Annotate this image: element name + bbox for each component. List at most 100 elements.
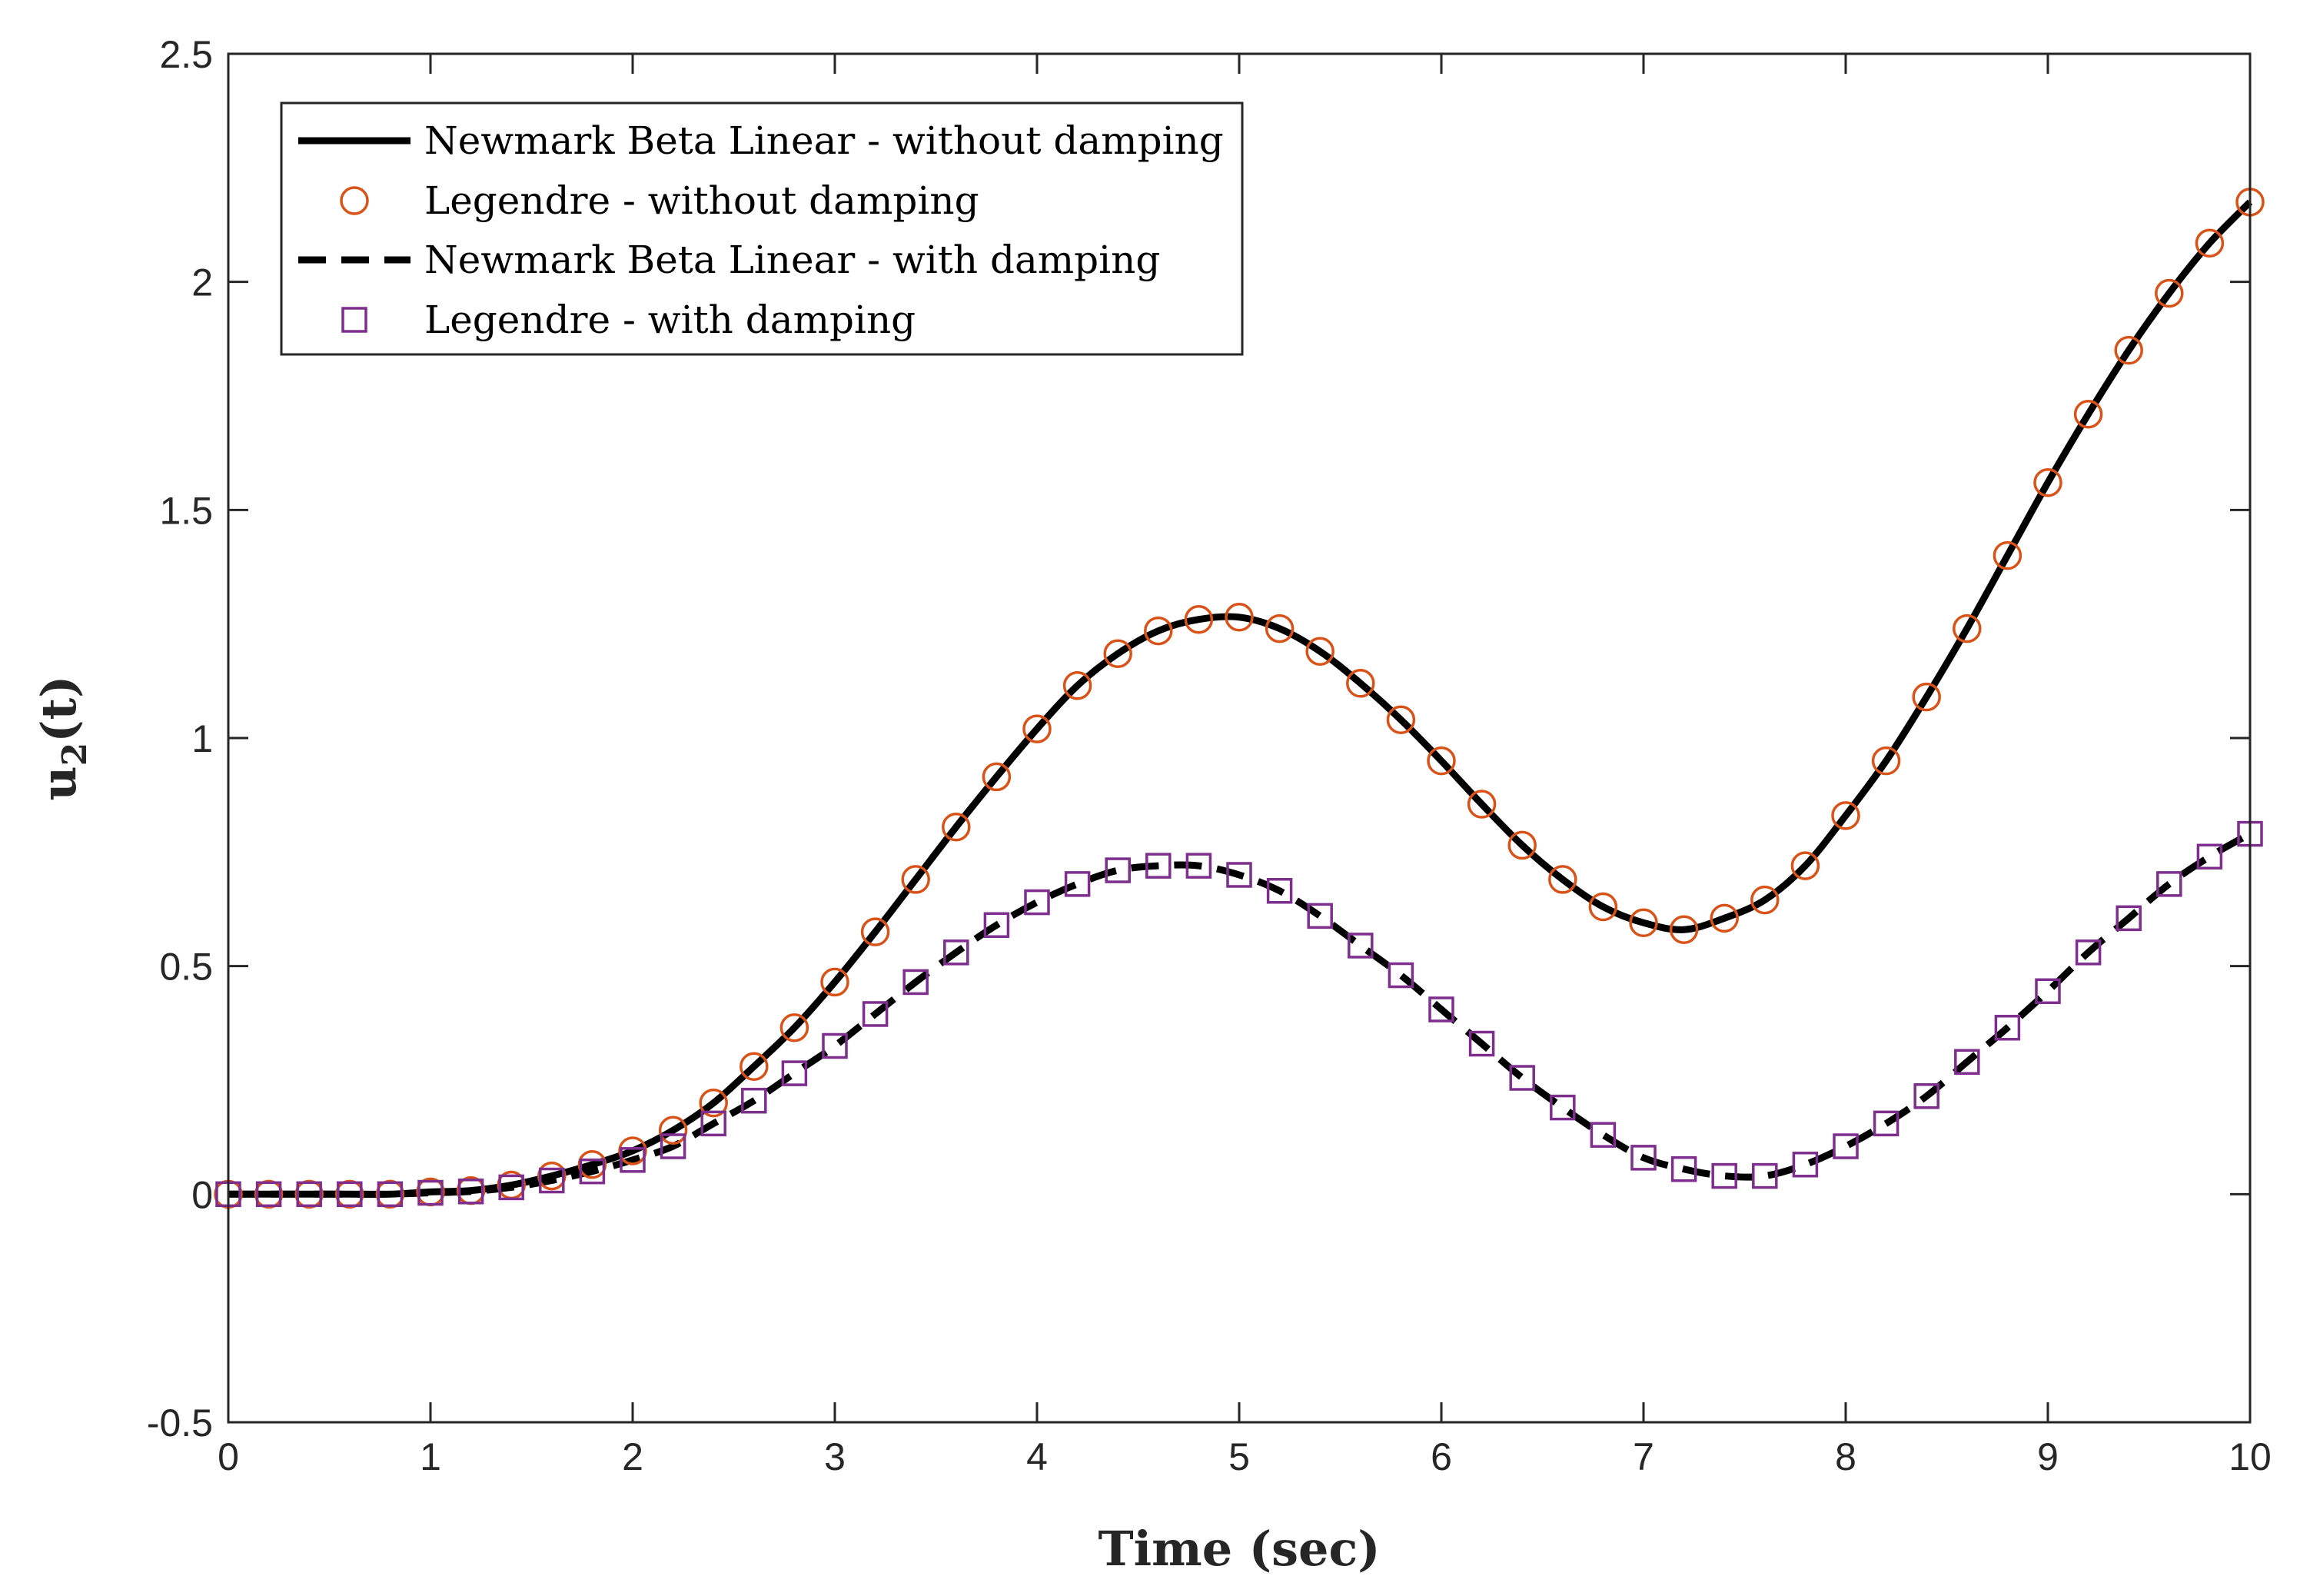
circle-marker: [1427, 746, 1456, 776]
square-marker: [983, 912, 1010, 939]
circle-marker: [618, 1136, 647, 1165]
circle-marker: [2073, 399, 2103, 429]
square-marker: [1428, 996, 1454, 1022]
y-tick-label: 0.5: [159, 946, 213, 989]
x-tick-label: 7: [1633, 1435, 1654, 1478]
circle-marker: [1103, 639, 1132, 668]
square-marker: [377, 1181, 404, 1208]
square-marker: [579, 1158, 606, 1185]
square-marker: [862, 1001, 889, 1027]
y-axis-title-subscript: 2: [55, 743, 95, 766]
circle-marker: [860, 917, 890, 946]
x-tick-label: 10: [2229, 1435, 2272, 1478]
square-marker: [2196, 843, 2223, 870]
square-marker: [296, 1181, 322, 1208]
circle-marker: [1993, 540, 2022, 570]
circle-marker: [658, 1116, 688, 1145]
square-marker: [457, 1179, 484, 1205]
legend: Newmark Beta Linear - without damping Le…: [280, 101, 1244, 356]
circle-marker: [740, 1052, 769, 1081]
circle-marker: [1062, 671, 1092, 700]
circle-marker: [1305, 637, 1334, 667]
x-tick-label: 3: [824, 1435, 846, 1478]
circle-marker: [2155, 278, 2184, 308]
x-tick-label: 4: [1026, 1435, 1048, 1478]
square-marker: [1105, 857, 1131, 883]
square-marker: [1752, 1162, 1778, 1189]
x-tick-label: 5: [1228, 1435, 1250, 1478]
x-axis-ticks: 0 1 2 3 4 5 6 7 8 9 10: [218, 54, 2272, 1478]
circle-marker: [1871, 746, 1901, 776]
circle-marker: [1669, 915, 1699, 944]
circle-marker: [1265, 613, 1295, 643]
square-marker: [1348, 933, 1374, 959]
circle-marker: [779, 1013, 809, 1042]
square-marker: [902, 969, 929, 996]
y-axis-title-tail: (t): [31, 675, 87, 742]
circle-marker: [537, 1161, 567, 1191]
circle-marker: [335, 1179, 364, 1209]
square-marker: [1388, 962, 1414, 989]
square-marker: [1590, 1122, 1617, 1148]
square-marker: [943, 939, 969, 966]
x-tick-label: 9: [2037, 1435, 2059, 1478]
circle-marker: [1386, 705, 1416, 735]
square-marker: [2075, 939, 2102, 966]
square-marker: [498, 1174, 524, 1201]
square-marker: [1873, 1110, 1899, 1137]
square-marker: [781, 1060, 808, 1086]
square-marker: [337, 1181, 363, 1208]
square-marker: [1630, 1145, 1657, 1171]
circle-marker: [1022, 714, 1052, 743]
x-tick-label: 8: [1835, 1435, 1856, 1478]
square-marker: [2156, 871, 2182, 897]
square-marker: [660, 1133, 686, 1159]
square-marker: [1954, 1049, 1980, 1076]
square-marker: [2116, 905, 2142, 932]
square-marker: [2035, 978, 2061, 1005]
square-marker: [1994, 1015, 2021, 1041]
circle-marker: [699, 1088, 728, 1118]
square-marker: [1185, 853, 1212, 879]
circle-marker: [294, 1179, 324, 1209]
circle-marker: [254, 1179, 284, 1209]
circle-marker: [1346, 669, 1375, 698]
y-tick-label: 0: [191, 1173, 213, 1216]
circle-marker: [1710, 903, 1739, 933]
circle-marker: [901, 865, 930, 894]
y-tick-label: 2: [191, 261, 213, 304]
square-marker: [1307, 903, 1333, 929]
x-tick-label: 0: [218, 1435, 239, 1478]
legend-swatch-square-marker: [341, 307, 367, 333]
circle-marker: [1144, 616, 1173, 646]
x-tick-label: 6: [1431, 1435, 1452, 1478]
square-marker: [1833, 1133, 1859, 1159]
square-marker: [822, 1032, 848, 1059]
square-marker: [417, 1179, 444, 1206]
circle-marker: [1184, 604, 1214, 634]
y-axis-title-main: u: [31, 766, 87, 800]
circle-marker: [1548, 865, 1577, 894]
circle-marker: [820, 967, 849, 997]
plot-frame: [227, 52, 2252, 1424]
legend-label-series-3: Newmark Beta Linear - with damping: [424, 238, 1160, 282]
circle-marker: [1750, 885, 1780, 915]
x-tick-label: 1: [420, 1435, 441, 1478]
y-axis-title: u2(t): [31, 675, 95, 800]
circle-marker: [1790, 851, 1820, 880]
square-marker: [1024, 889, 1050, 916]
series-layer: [214, 188, 2265, 1209]
circle-marker: [1912, 682, 1941, 712]
series-line-3: [228, 830, 2252, 1198]
circle-marker: [375, 1179, 405, 1209]
square-marker: [1711, 1162, 1737, 1189]
circle-marker: [2114, 335, 2143, 365]
circle-marker: [1225, 603, 1254, 632]
circle-marker: [1629, 908, 1658, 938]
circle-marker: [1467, 790, 1497, 819]
square-marker: [1509, 1065, 1535, 1091]
x-tick-label: 2: [622, 1435, 643, 1478]
square-marker: [1064, 871, 1091, 897]
circle-marker: [577, 1150, 607, 1179]
